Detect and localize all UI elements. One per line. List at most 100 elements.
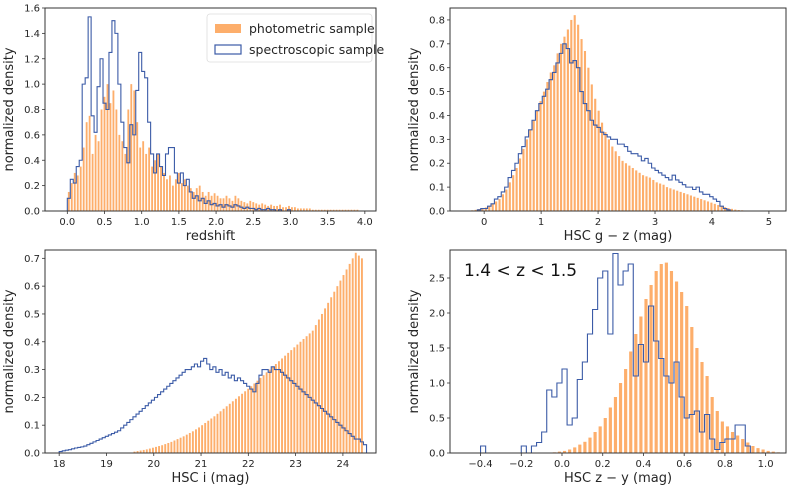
photometric-bar [139, 450, 142, 453]
photometric-bar [587, 67, 590, 211]
photometric-bar [182, 436, 185, 453]
photometric-bar [100, 109, 103, 211]
photometric-bar [706, 201, 710, 211]
photometric-bar [335, 209, 338, 211]
photometric-bar [594, 98, 597, 211]
y-axis-label: normalized density [2, 289, 17, 413]
photometric-bar [662, 184, 665, 211]
photometric-bar [285, 207, 287, 211]
photometric-bar [608, 407, 612, 453]
x-tick-label: 21 [195, 459, 208, 470]
plot-area [470, 252, 786, 453]
y-axis-label: normalized density [407, 47, 422, 171]
photometric-bar [302, 338, 305, 453]
photometric-bar [597, 110, 600, 211]
photometric-bar [570, 19, 573, 211]
photometric-bar [525, 139, 528, 211]
y-tick-label: 1.0 [429, 379, 445, 390]
redshift-range-annotation: 1.4 < z < 1.5 [464, 261, 577, 281]
y-tick-label: 1.6 [24, 4, 40, 15]
photometric-bar [498, 199, 501, 211]
photometric-bar [638, 172, 641, 211]
photometric-bar [231, 401, 234, 453]
x-tick-label: −0.2 [509, 459, 533, 470]
photometric-bar [353, 209, 356, 211]
photometric-bar [317, 319, 320, 453]
photometric-bar [270, 204, 273, 211]
photometric-bar [185, 434, 188, 453]
photometric-bar [577, 24, 580, 211]
photometric-bar [360, 258, 363, 453]
photometric-bar [291, 207, 293, 211]
x-tick-label: 0 [481, 217, 487, 228]
photometric-bar [515, 168, 518, 211]
photometric-bar [761, 449, 765, 453]
photometric-bar [559, 43, 563, 211]
y-tick-label: 0.5 [24, 309, 40, 320]
photometric-bar [201, 191, 204, 211]
photometric-bar [79, 166, 82, 211]
photometric-bar [645, 176, 648, 211]
photometric-bar [484, 207, 487, 211]
photometric-bar [700, 199, 703, 211]
photometric-bar [680, 292, 684, 453]
photometric-bar [176, 439, 179, 453]
photometric-bar [118, 134, 121, 211]
photometric-bar [634, 334, 638, 453]
photometric-bar [689, 195, 692, 211]
photometric-bar [82, 147, 85, 211]
photometric-bar [624, 163, 628, 211]
photometric-bar [338, 209, 341, 211]
photometric-bar [250, 386, 253, 453]
photometric-bar [299, 208, 302, 211]
chart-z_minus_y: −0.4 −0.2 0.0 0.2 0.4 0.6 0.8 1.0 0.0 0.5 1.0 1.5 2.… [407, 249, 787, 486]
photometric-bar [669, 271, 674, 453]
photometric-bar [112, 90, 115, 211]
photometric-bar [259, 377, 262, 453]
photometric-bar [284, 355, 287, 453]
photometric-bar [505, 189, 508, 211]
x-tick-label: 0.6 [676, 459, 692, 470]
plot-area [467, 15, 758, 211]
photometric-bar [166, 179, 168, 211]
photometric-bar [163, 172, 165, 211]
photometric-bar [244, 391, 247, 453]
photometric-bar [142, 449, 145, 453]
photometric-bar [624, 369, 628, 453]
photometric-bar [198, 185, 201, 211]
y-tick-label: 0.3 [24, 365, 40, 376]
photometric-bar [179, 437, 182, 453]
photometric-bar [730, 432, 735, 453]
x-tick-label: 19 [100, 459, 113, 470]
photometric-bar [614, 151, 617, 211]
photometric-bar [734, 209, 737, 211]
photometric-bar [157, 153, 159, 211]
photometric-bar [690, 327, 694, 453]
photometric-bar [170, 441, 173, 453]
photometric-bar [287, 352, 290, 453]
photometric-bar [308, 333, 311, 453]
plot-area [66, 16, 365, 211]
photometric-bar [611, 146, 614, 211]
x-tick-label: 20 [147, 459, 160, 470]
photometric-bar [311, 330, 314, 453]
photometric-bar [238, 396, 240, 453]
photometric-bar [696, 197, 699, 211]
photometric-bar [127, 109, 130, 211]
photometric-bar [192, 191, 195, 211]
photometric-bar [177, 172, 180, 211]
photometric-bar [73, 172, 76, 211]
y-tick-label: 1.5 [429, 344, 445, 355]
legend-label-photometric: photometric sample [249, 21, 375, 36]
photometric-bar [207, 191, 210, 211]
photometric-bar [130, 84, 133, 211]
y-tick-label: 0.6 [24, 130, 40, 141]
photometric-bar [741, 439, 745, 453]
y-tick-label: 0.7 [429, 39, 445, 50]
photometric-bar [631, 168, 634, 211]
photometric-bar [598, 426, 602, 453]
y-tick-label: 0.4 [24, 156, 40, 167]
photometric-bar [635, 170, 638, 211]
